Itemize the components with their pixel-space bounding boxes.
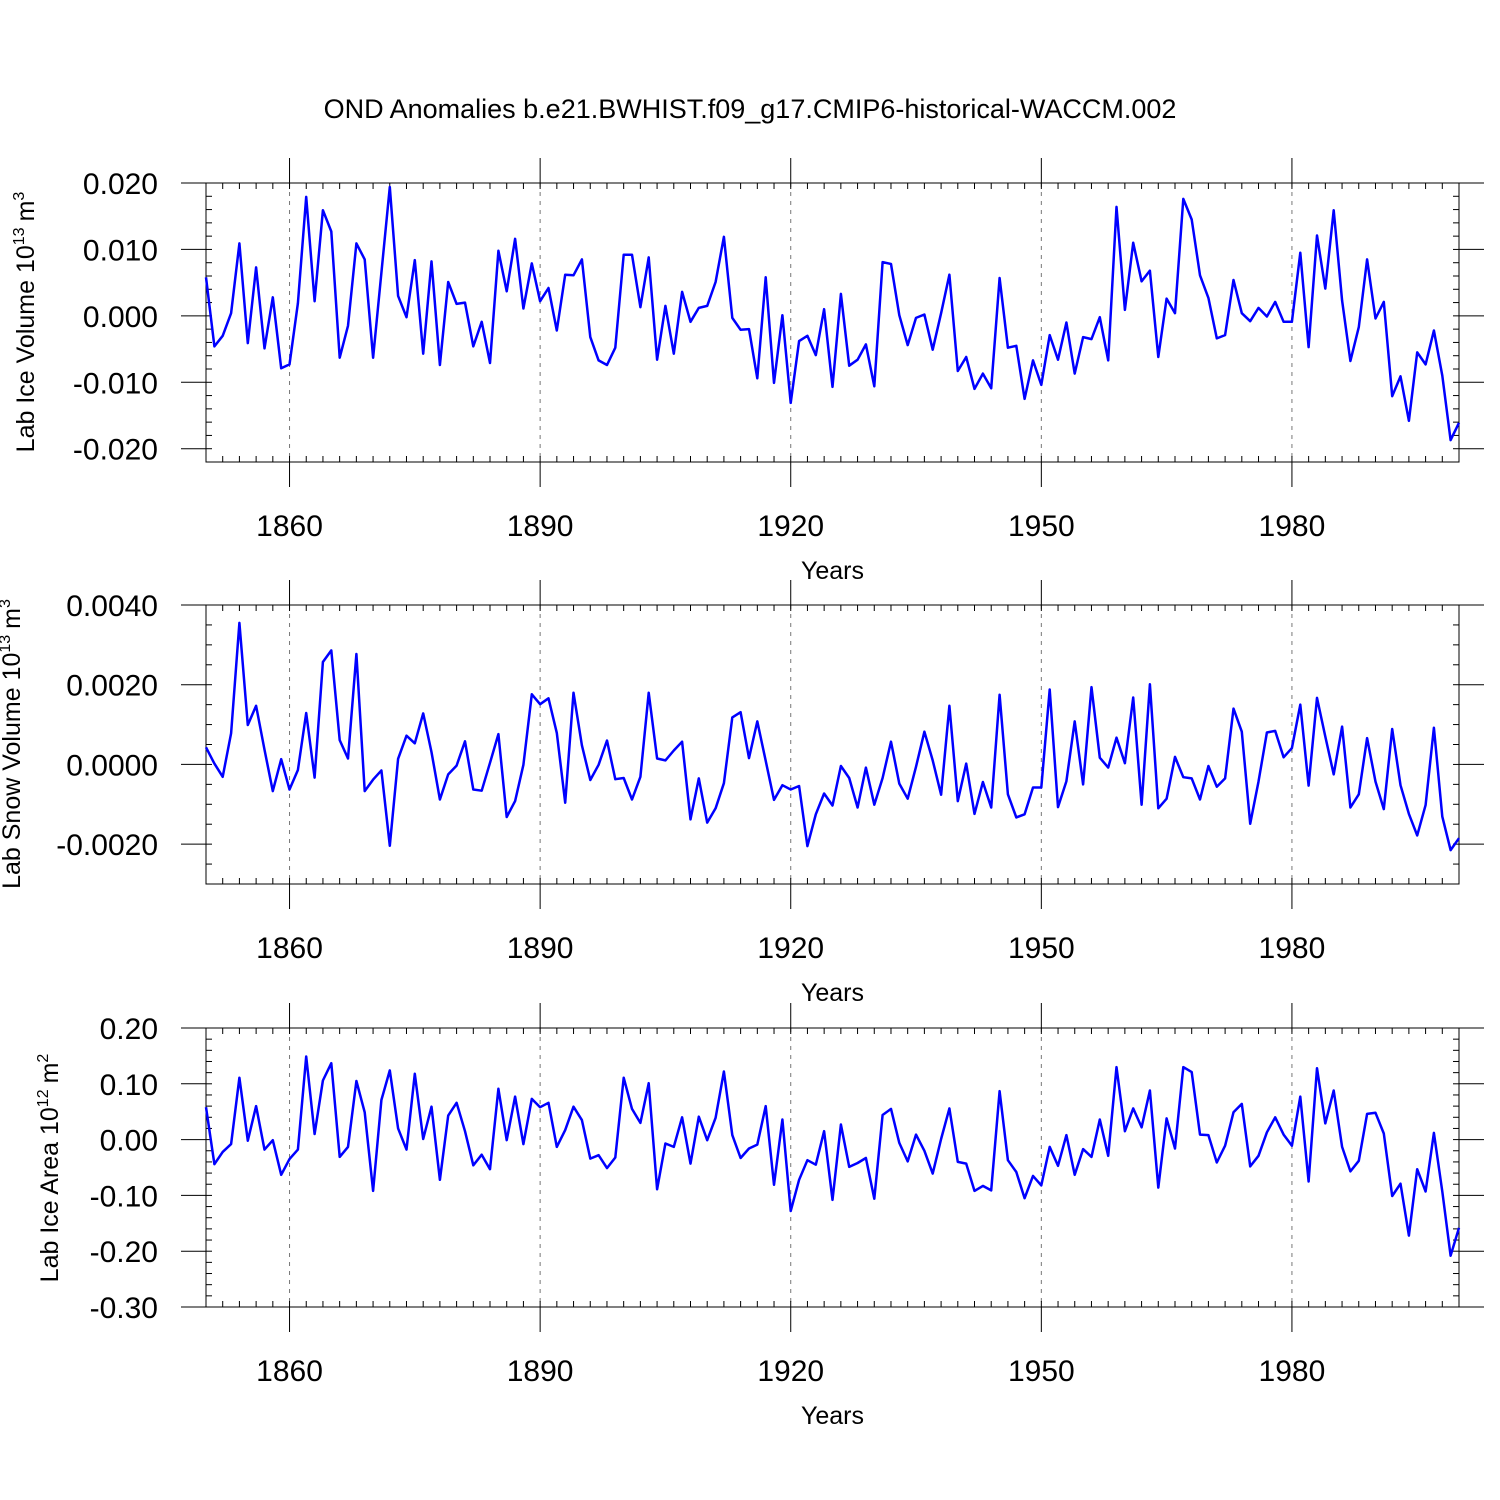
y-tick-label: -0.30: [90, 1292, 158, 1325]
y-axis-label-unit-exponent: 3: [11, 192, 28, 201]
x-tick-label: 1860: [256, 932, 323, 965]
y-axis-label-unit: m: [0, 608, 26, 629]
x-axis-label: Years: [801, 1402, 864, 1430]
y-tick-label: -0.0020: [56, 829, 158, 862]
x-tick-label: 1860: [256, 510, 323, 543]
x-tick-label: 1890: [507, 932, 574, 965]
x-tick-label: 1890: [507, 510, 574, 543]
x-tick-label: 1860: [256, 1355, 323, 1388]
x-tick-label: 1920: [757, 932, 824, 965]
x-tick-label: 1980: [1259, 510, 1326, 543]
y-axis-label-unit-exponent: 3: [0, 599, 14, 608]
x-tick-label: 1950: [1008, 1355, 1075, 1388]
y-tick-label: -0.010: [73, 367, 158, 400]
y-axis-label-text: Lab Ice Area 10: [36, 1107, 64, 1282]
x-tick-label: 1920: [757, 510, 824, 543]
x-tick-label: 1950: [1008, 510, 1075, 543]
y-axis-label-exponent: 12: [35, 1089, 52, 1107]
y-axis-label-exponent: 13: [11, 227, 28, 245]
y-tick-label: 0.00: [100, 1125, 158, 1158]
y-axis-label-unit: m: [36, 1063, 64, 1084]
plot-frame: [205, 604, 1460, 885]
y-axis-label-unit-exponent: 2: [35, 1054, 52, 1063]
y-tick-label: -0.20: [90, 1236, 158, 1269]
panel-lab-snow-volume: 1860 1890 1920 1950 1980 0.0040 0.0020 0.0000 -0…: [0, 580, 1484, 1007]
y-axis-label: Lab Ice Area 1012 m2: [35, 1054, 64, 1283]
y-axis-label: Lab Snow Volume 1013 m3: [0, 599, 26, 889]
y-tick-label: -0.10: [90, 1180, 158, 1213]
y-tick-label: 0.020: [83, 168, 158, 201]
y-tick-label: 0.0020: [66, 670, 158, 703]
figure-title: OND Anomalies b.e21.BWHIST.f09_g17.CMIP6…: [324, 94, 1177, 124]
y-tick-label: 0.10: [100, 1069, 158, 1102]
series-line: [204, 185, 1461, 442]
y-tick-label: 0.000: [83, 301, 158, 334]
y-tick-label: 0.0040: [66, 590, 158, 623]
y-tick-label: 0.0000: [66, 749, 158, 782]
panel-lab-ice-area: 1860 1890 1920 1950 1980 0.20 0.10 0.00 -0.10 -0.…: [35, 1003, 1484, 1430]
y-axis-label: Lab Ice Volume 1013 m3: [11, 192, 40, 453]
y-axis-label-unit: m: [12, 201, 40, 222]
x-axis-label: Years: [801, 557, 864, 585]
y-axis-label-exponent: 13: [0, 635, 14, 653]
y-tick-label: 0.20: [100, 1013, 158, 1046]
x-tick-label: 1890: [507, 1355, 574, 1388]
x-axis-label: Years: [801, 979, 864, 1007]
y-axis-label-text: Lab Snow Volume 10: [0, 653, 26, 889]
y-tick-label: 0.010: [83, 234, 158, 267]
y-axis-label-text: Lab Ice Volume 10: [12, 245, 40, 452]
plot-frame: [205, 1027, 1460, 1308]
plot-frame: [205, 182, 1460, 463]
panel-lab-ice-volume: 1860 1890 1920 1950 1980 0.020 0.010 0.000 -0.01…: [11, 158, 1484, 585]
series-line: [204, 1055, 1461, 1257]
series-line: [204, 621, 1461, 852]
x-tick-label: 1980: [1259, 932, 1326, 965]
y-tick-label: -0.020: [73, 434, 158, 467]
x-tick-label: 1920: [757, 1355, 824, 1388]
x-tick-label: 1950: [1008, 932, 1075, 965]
x-tick-label: 1980: [1259, 1355, 1326, 1388]
